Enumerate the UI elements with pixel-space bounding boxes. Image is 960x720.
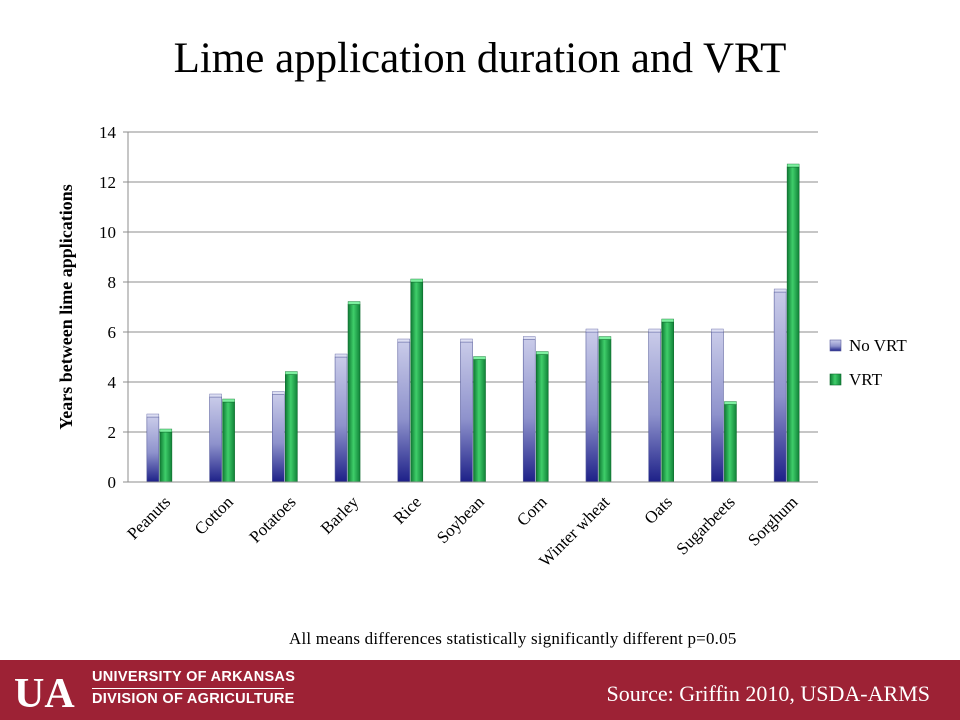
- bar-top-vrt: [661, 318, 674, 323]
- bar-no-vrt: [585, 331, 599, 483]
- x-tick-label: Oats: [641, 492, 676, 527]
- x-tick-label: Potatoes: [245, 492, 299, 546]
- bar-vrt: [598, 339, 612, 483]
- y-tick-label: 0: [108, 473, 117, 492]
- bar-vrt: [661, 321, 674, 483]
- bar-top-vrt: [598, 336, 612, 340]
- legend-label-no-vrt: No VRT: [849, 336, 907, 355]
- bar-vrt: [159, 431, 173, 483]
- bar-top-vrt: [222, 398, 235, 403]
- bar-top-no-vrt: [585, 328, 599, 333]
- bar-vrt: [222, 401, 235, 483]
- bar-top-no-vrt: [648, 328, 661, 333]
- x-tick-label: Cotton: [191, 492, 238, 539]
- bar-top-no-vrt: [711, 328, 724, 333]
- bar-top-vrt: [473, 356, 486, 360]
- x-tick-label: Rice: [390, 492, 425, 527]
- y-tick-label: 2: [108, 423, 117, 442]
- org-divider: [92, 688, 284, 689]
- bar-no-vrt: [522, 339, 536, 483]
- org-name-line1: UNIVERSITY OF ARKANSAS: [92, 669, 296, 685]
- ua-logo: UA: [14, 671, 75, 713]
- source-citation: Source: Griffin 2010, USDA-ARMS: [606, 681, 930, 706]
- x-tick-label: Sugarbeets: [673, 492, 739, 558]
- bar-vrt: [535, 354, 549, 483]
- org-name-line2: DIVISION OF AGRICULTURE: [92, 691, 295, 707]
- bar-chart: 0 2 4 6 8 10 12 14 Years between lime applicatio…: [56, 123, 907, 570]
- legend-swatch-vrt: [829, 373, 842, 386]
- footer-bar: [0, 660, 960, 720]
- bar-no-vrt: [397, 341, 411, 483]
- bar-no-vrt: [460, 341, 473, 483]
- y-tick-label: 12: [99, 173, 116, 192]
- x-tick-label: Peanuts: [123, 492, 174, 543]
- bar-top-vrt: [347, 301, 361, 305]
- bar-no-vrt: [773, 291, 787, 483]
- bar-top-vrt: [724, 401, 737, 405]
- x-tick-label: Soybean: [433, 492, 488, 547]
- bar-top-no-vrt: [773, 288, 787, 293]
- y-axis-label: Years between lime applications: [56, 184, 76, 429]
- y-tick-label: 10: [99, 223, 116, 242]
- bar-top-vrt: [285, 371, 298, 375]
- bar-top-no-vrt: [334, 353, 348, 358]
- bar-vrt: [786, 166, 800, 483]
- y-tick-label: 14: [99, 123, 117, 142]
- bar-vrt: [410, 281, 424, 483]
- bar-vrt: [285, 374, 298, 483]
- y-tick-label: 8: [108, 273, 117, 292]
- significance-note: All means differences statistically sign…: [289, 629, 737, 648]
- bar-top-no-vrt: [146, 413, 160, 418]
- bar-top-no-vrt: [272, 391, 285, 395]
- y-tick-label: 4: [108, 373, 117, 392]
- bar-vrt: [724, 404, 737, 483]
- x-tick-label: Barley: [317, 492, 363, 538]
- bar-top-no-vrt: [460, 338, 473, 343]
- bar-top-vrt: [536, 351, 549, 355]
- bar-top-no-vrt: [523, 336, 536, 340]
- ua-logo-text: UA: [14, 671, 75, 713]
- bar-no-vrt: [334, 356, 348, 483]
- x-tick-label: Corn: [513, 492, 551, 530]
- bar-vrt: [473, 359, 486, 483]
- bar-no-vrt: [648, 331, 661, 483]
- bar-top-no-vrt: [209, 393, 222, 398]
- bar-vrt: [347, 304, 361, 483]
- y-tick-label: 6: [108, 323, 117, 342]
- bar-no-vrt: [272, 394, 285, 483]
- bar-no-vrt: [146, 416, 160, 483]
- bar-top-vrt: [786, 163, 800, 168]
- slide-title: Lime application duration and VRT: [173, 35, 787, 82]
- bar-no-vrt: [209, 396, 222, 483]
- bar-top-vrt: [159, 428, 173, 433]
- bar-no-vrt: [711, 331, 724, 483]
- bar-top-no-vrt: [397, 338, 410, 343]
- x-tick-label: Sorghum: [744, 492, 801, 549]
- legend-label-vrt: VRT: [849, 370, 883, 389]
- legend-swatch-no-vrt: [829, 339, 842, 352]
- bar-top-vrt: [410, 278, 423, 283]
